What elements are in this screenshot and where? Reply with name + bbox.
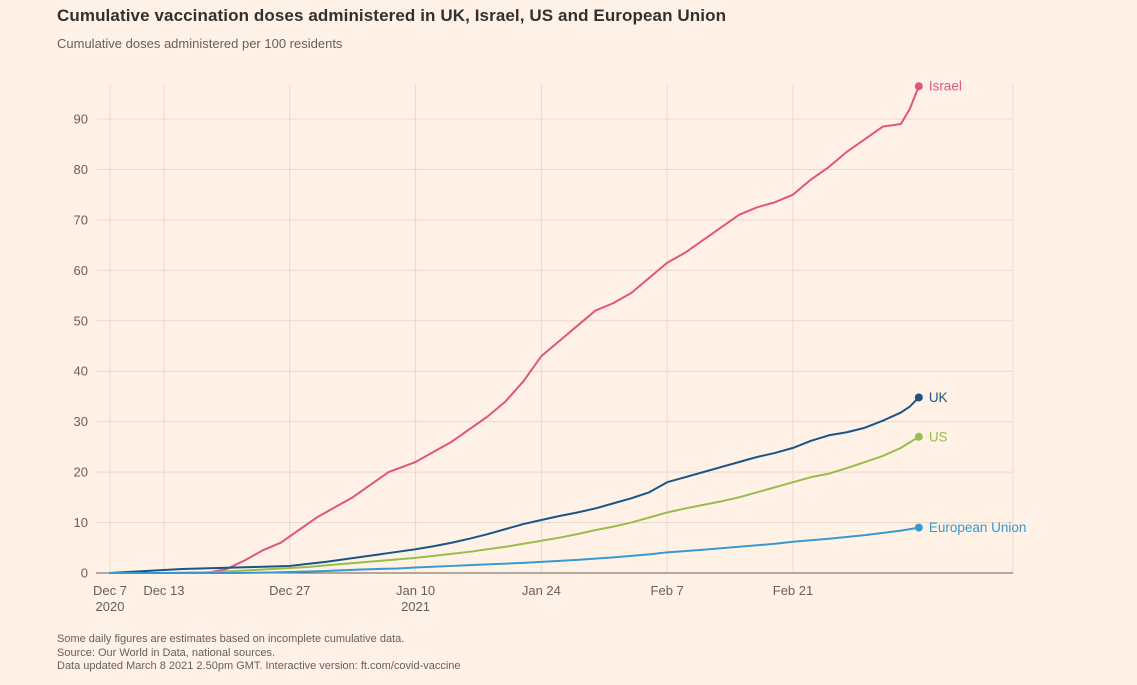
series-endpoint-dot-us [914,432,923,441]
y-tick-label: 10 [74,515,88,530]
series-label-uk: UK [929,390,948,405]
series-line-european-union [109,526,920,574]
series-endpoint-dot-uk [914,393,923,402]
y-tick-label: 30 [74,414,88,429]
footnote-updated: Data updated March 8 2021 2.50pm GMT. In… [57,660,461,672]
x-tick-label: Dec 27 [269,583,310,598]
x-tick-label: Jan 10 [396,583,435,598]
footnote-source: Source: Our World in Data, national sour… [57,646,276,659]
y-tick-label: 0 [81,566,88,581]
x-tick-label: Dec 7 [93,583,127,598]
y-tick-label: 40 [74,364,88,379]
y-tick-label: 50 [74,313,88,328]
footnote-estimates: Some daily figures are estimates based o… [57,633,405,645]
x-tick-sublabel: 2020 [96,599,125,614]
x-tick-label: Feb 7 [651,583,684,598]
series-line-israel [109,85,920,574]
x-tick-sublabel: 2021 [401,599,430,614]
series-label-israel: Israel [929,79,962,94]
y-tick-label: 20 [74,465,88,480]
y-tick-label: 80 [74,162,88,177]
series-endpoint-dot-israel [914,82,923,91]
chart-title: Cumulative vaccination doses administere… [57,6,727,25]
x-tick-label: Jan 24 [522,583,561,598]
x-tick-label: Dec 13 [143,583,184,598]
series-label-us: US [929,429,948,444]
series-line-uk [109,396,920,574]
y-tick-label: 60 [74,263,88,278]
y-tick-label: 90 [74,112,88,127]
series-label-european-union: European Union [929,520,1027,535]
chart-footnotes: Some daily figures are estimates based o… [57,633,461,674]
x-tick-label: Feb 21 [773,583,813,598]
series-line-us [109,435,920,574]
y-tick-label: 70 [74,212,88,227]
chart-subtitle: Cumulative doses administered per 100 re… [57,36,343,51]
series-endpoint-dot-european-union [914,523,923,532]
